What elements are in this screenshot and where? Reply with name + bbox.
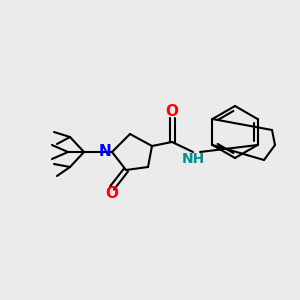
Text: O: O bbox=[166, 104, 178, 119]
Text: O: O bbox=[106, 187, 118, 202]
Text: NH: NH bbox=[182, 152, 205, 166]
Text: N: N bbox=[99, 143, 111, 158]
